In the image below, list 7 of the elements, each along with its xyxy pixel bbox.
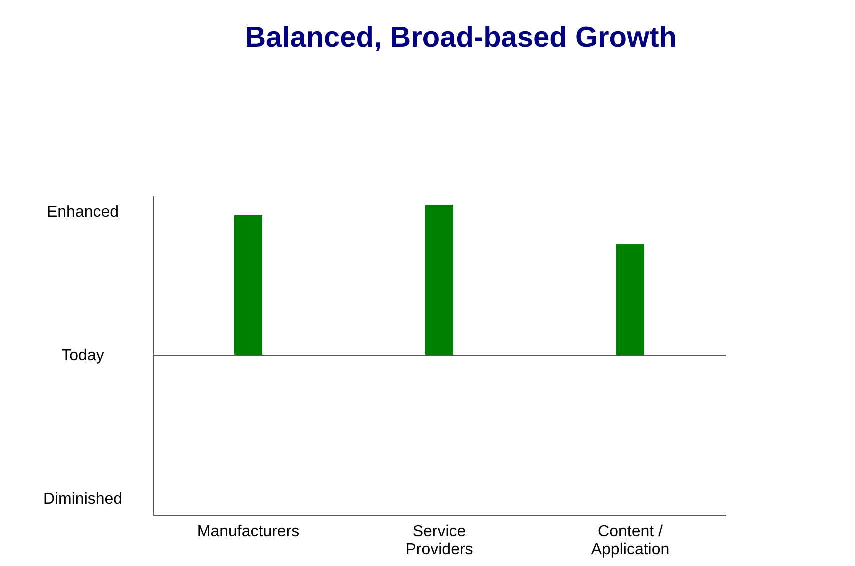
- text: Today: [62, 348, 104, 364]
- x-tick-label: Manufacturers: [197, 524, 300, 540]
- text: Diminished: [43, 491, 123, 508]
- text: Enhanced: [46, 204, 120, 221]
- x-tick-label: Content / Application: [591, 524, 670, 558]
- x-tick-label: Service Providers: [406, 524, 474, 558]
- chart-title: Balanced, Broad-based Growth: [245, 22, 677, 54]
